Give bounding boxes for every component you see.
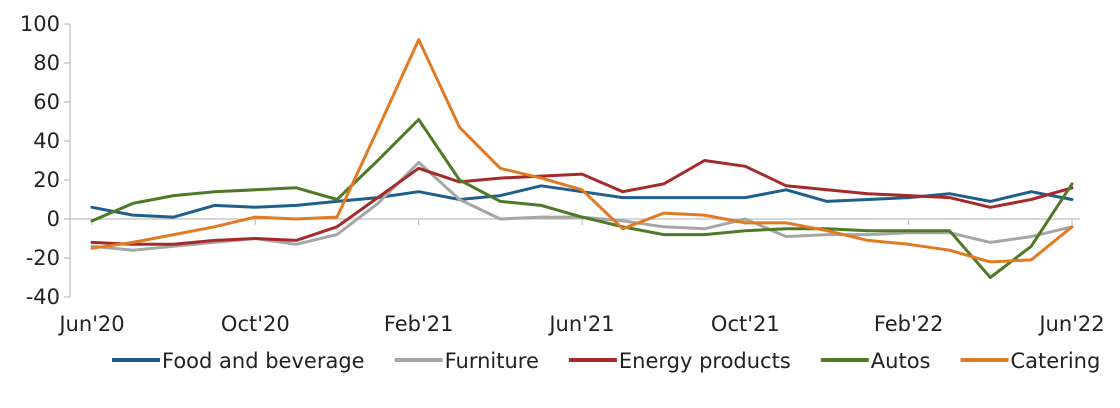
x-tick-label: Feb'22 [874,312,944,336]
x-tick-label: Oct'20 [221,312,290,336]
x-tick-label: Jun'21 [547,312,614,336]
x-tick-label: Feb'21 [384,312,454,336]
y-tick-label: 80 [33,51,60,75]
legend-label: Autos [871,349,931,373]
x-tick-label: Oct'21 [711,312,780,336]
y-tick-label: 100 [20,12,60,36]
y-tick-label: -40 [26,285,60,309]
legend-label: Energy products [619,349,791,373]
series-line-autos [90,118,1074,279]
y-tick-label: 20 [33,168,60,192]
series-lines [90,38,1074,279]
y-tick-label: -20 [26,246,60,270]
y-tick-label: 60 [33,90,60,114]
y-tick-label: 0 [47,207,60,231]
legend-label: Food and beverage [162,349,365,373]
axes: -40 -20 0 20 40 60 80 100 Jun'20 Oct'20 Feb'21 Jun'… [20,12,1105,336]
x-tick-label: Jun'22 [1037,312,1104,336]
series-line-catering [90,38,1074,264]
legend-label: Catering [1011,349,1101,373]
series-line-energy-products [90,159,1074,246]
legend-label: Furniture [445,349,539,373]
x-tick-label: Jun'20 [57,312,124,336]
legend: Food and beverage Furniture Energy product… [112,349,1100,373]
y-tick-label: 40 [33,129,60,153]
